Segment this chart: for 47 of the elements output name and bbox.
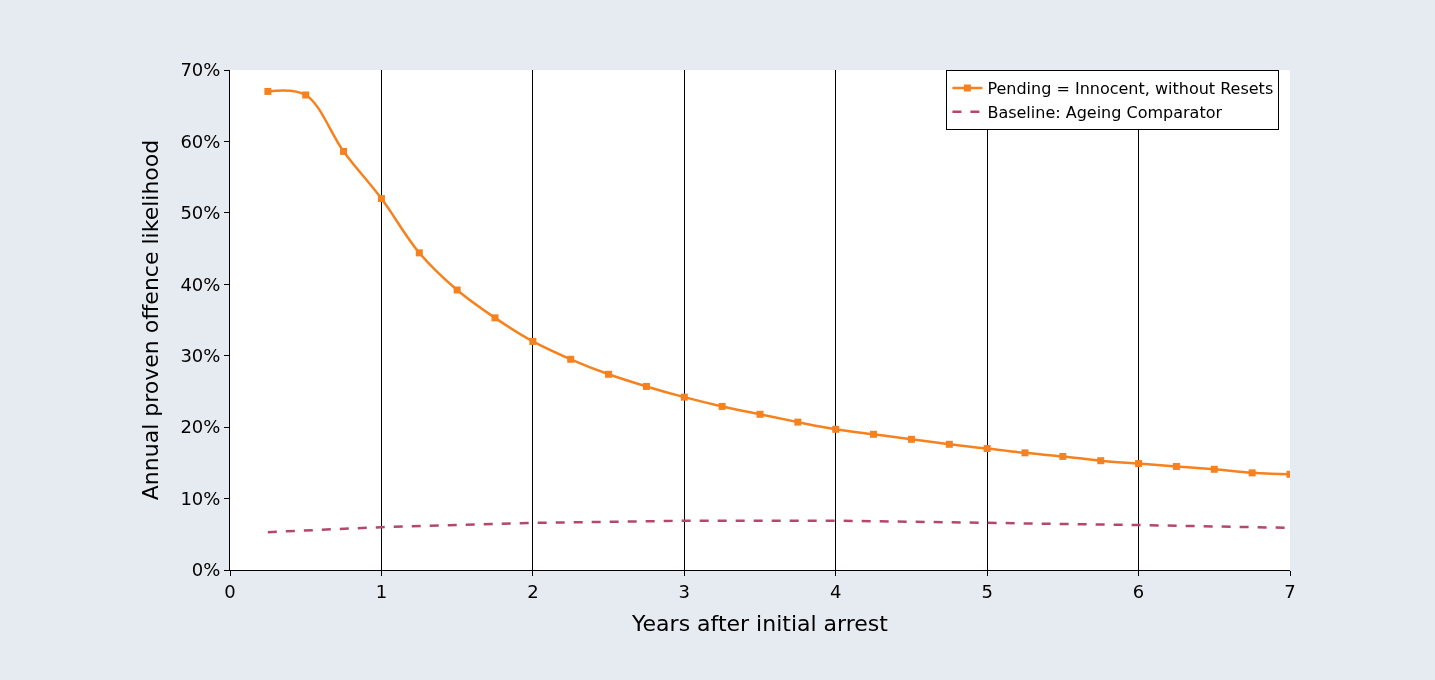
point [945, 440, 953, 448]
point [832, 425, 840, 433]
point [870, 430, 878, 438]
y-tick-label: 30% [180, 345, 221, 367]
point [1059, 452, 1067, 460]
point [1097, 457, 1105, 465]
point [1135, 460, 1143, 468]
point [1248, 469, 1256, 477]
point [415, 249, 423, 257]
point [718, 402, 726, 410]
point [377, 195, 385, 203]
point [794, 418, 802, 426]
y-tick-label: 20% [180, 416, 221, 438]
point [1172, 462, 1180, 470]
y-tick-label: 50% [180, 202, 221, 224]
point [680, 393, 688, 401]
y-tick-label: 70% [180, 59, 221, 81]
point [983, 445, 991, 453]
x-tick-label: 6 [1132, 580, 1145, 602]
x-axis-title: Years after initial arrest [631, 611, 889, 637]
point [264, 87, 272, 95]
legend-label: Baseline: Ageing Comparator [987, 102, 1223, 122]
point [453, 286, 461, 294]
point [642, 382, 650, 390]
y-tick-label: 40% [180, 273, 221, 295]
y-tick-label: 0% [191, 559, 221, 581]
x-tick-label: 7 [1284, 580, 1296, 602]
x-tick-label: 1 [375, 580, 388, 602]
point [1021, 449, 1029, 457]
point [529, 337, 537, 345]
point [567, 355, 575, 363]
x-tick-label: 2 [527, 580, 539, 602]
point [907, 435, 915, 443]
point [1210, 465, 1218, 473]
y-tick-label: 60% [180, 130, 221, 152]
y-tick-label: 10% [180, 487, 221, 509]
x-tick-label: 3 [678, 580, 691, 602]
x-tick-label: 4 [829, 580, 842, 602]
point [340, 147, 348, 155]
x-tick-label: 0 [224, 580, 236, 602]
x-tick-label: 5 [981, 580, 993, 602]
y-axis-title: Annual proven offence likelihood [138, 139, 164, 501]
legend-label: Pending = Innocent, without Resets [987, 79, 1274, 99]
point [491, 314, 499, 322]
point [605, 370, 613, 378]
point [756, 410, 764, 418]
point [302, 91, 310, 99]
